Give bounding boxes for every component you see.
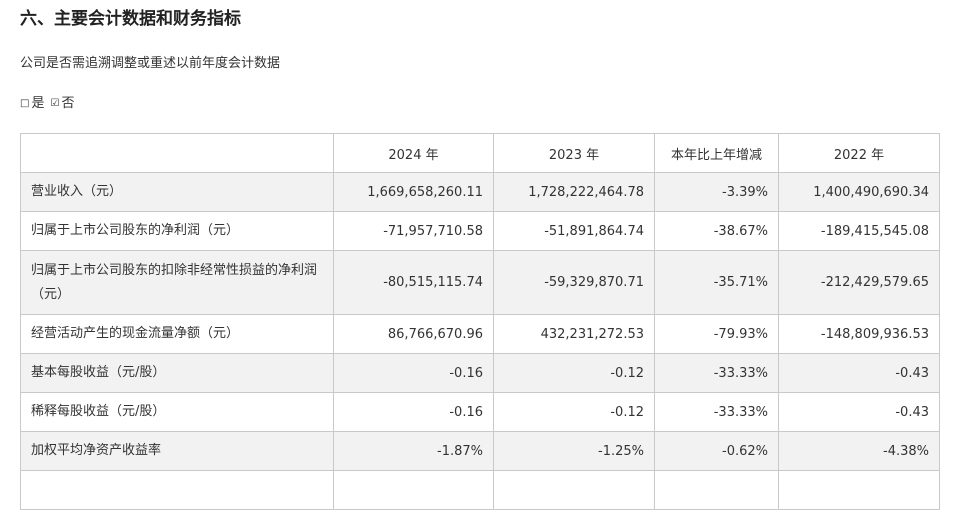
header-cell-change: 本年比上年增减	[654, 133, 779, 173]
table-row: 加权平均净资产收益率 -1.87% -1.25% -0.62% -4.38%	[20, 431, 940, 471]
value-change: -38.67%	[654, 211, 779, 251]
value-2024: 86,766,670.96	[333, 314, 494, 354]
value-2023: -0.12	[493, 392, 655, 432]
empty-cell	[333, 470, 494, 510]
value-change: -79.93%	[654, 314, 779, 354]
value-2022: -212,429,579.65	[778, 250, 940, 315]
table-header-row: 2024 年 2023 年 本年比上年增减 2022 年	[20, 133, 940, 173]
value-2023: -0.12	[493, 353, 655, 393]
value-change: -33.33%	[654, 353, 779, 393]
table-row: 营业收入（元） 1,669,658,260.11 1,728,222,464.7…	[20, 172, 940, 212]
value-change: -35.71%	[654, 250, 779, 315]
value-change: -3.39%	[654, 172, 779, 212]
row-label: 稀释每股收益（元/股）	[20, 392, 334, 432]
table-row-partial	[20, 470, 940, 510]
value-change: -33.33%	[654, 392, 779, 432]
financial-indicators-table: 2024 年 2023 年 本年比上年增减 2022 年 营业收入（元） 1,6…	[20, 133, 940, 510]
section-title: 六、主要会计数据和财务指标	[20, 9, 241, 29]
value-2024: -71,957,710.58	[333, 211, 494, 251]
value-2022: -4.38%	[778, 431, 940, 471]
value-2022: -189,415,545.08	[778, 211, 940, 251]
restate-options: □ 是 ☑ 否	[20, 95, 74, 113]
header-cell-2023: 2023 年	[493, 133, 655, 173]
row-label: 基本每股收益（元/股）	[20, 353, 334, 393]
value-2024: -80,515,115.74	[333, 250, 494, 315]
header-cell-2022: 2022 年	[778, 133, 940, 173]
empty-cell	[654, 470, 779, 510]
value-2023: 432,231,272.53	[493, 314, 655, 354]
row-label: 营业收入（元）	[20, 172, 334, 212]
no-option-label: 否	[61, 96, 75, 111]
value-2023: -51,891,864.74	[493, 211, 655, 251]
yes-option-label: 是	[31, 96, 45, 111]
yes-checkbox-icon: □	[20, 98, 30, 109]
row-label: 归属于上市公司股东的扣除非经常性损益的净利润（元）	[20, 250, 334, 315]
value-2024: -0.16	[333, 392, 494, 432]
header-cell-label	[20, 133, 334, 173]
row-label: 经营活动产生的现金流量净额（元）	[20, 314, 334, 354]
value-2024: -0.16	[333, 353, 494, 393]
no-checkbox-icon: ☑	[50, 98, 60, 109]
header-cell-2024: 2024 年	[333, 133, 494, 173]
table-row: 稀释每股收益（元/股） -0.16 -0.12 -33.33% -0.43	[20, 392, 940, 432]
empty-cell	[20, 470, 334, 510]
value-2023: -59,329,870.71	[493, 250, 655, 315]
empty-cell	[493, 470, 655, 510]
value-change: -0.62%	[654, 431, 779, 471]
table-row: 归属于上市公司股东的净利润（元） -71,957,710.58 -51,891,…	[20, 211, 940, 251]
row-label: 加权平均净资产收益率	[20, 431, 334, 471]
empty-cell	[778, 470, 940, 510]
restate-question: 公司是否需追溯调整或重述以前年度会计数据	[20, 56, 281, 71]
value-2023: 1,728,222,464.78	[493, 172, 655, 212]
table-row: 基本每股收益（元/股） -0.16 -0.12 -33.33% -0.43	[20, 353, 940, 393]
value-2022: -0.43	[778, 392, 940, 432]
value-2023: -1.25%	[493, 431, 655, 471]
value-2022: -148,809,936.53	[778, 314, 940, 354]
value-2024: 1,669,658,260.11	[333, 172, 494, 212]
value-2024: -1.87%	[333, 431, 494, 471]
table-row: 经营活动产生的现金流量净额（元） 86,766,670.96 432,231,2…	[20, 314, 940, 354]
value-2022: 1,400,490,690.34	[778, 172, 940, 212]
table-row: 归属于上市公司股东的扣除非经常性损益的净利润（元） -80,515,115.74…	[20, 250, 940, 315]
row-label: 归属于上市公司股东的净利润（元）	[20, 211, 334, 251]
value-2022: -0.43	[778, 353, 940, 393]
